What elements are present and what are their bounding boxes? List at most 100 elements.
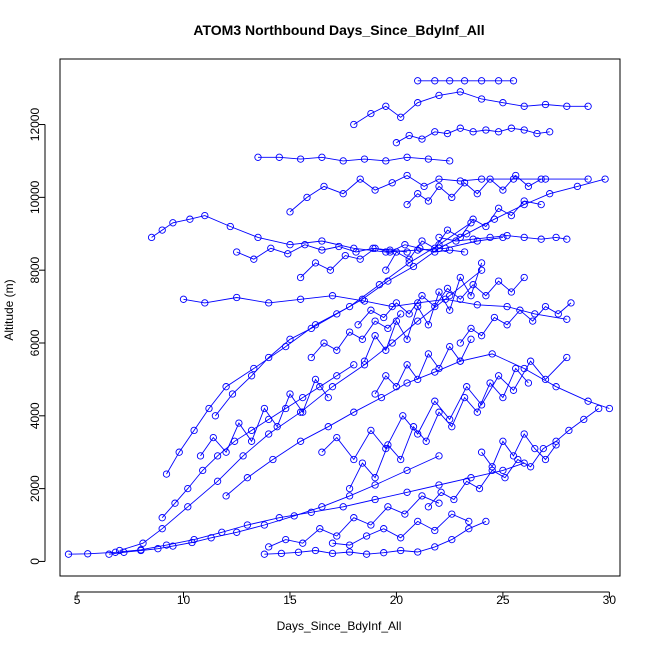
data-point (403, 379, 411, 387)
data-point (267, 244, 275, 252)
data-point (286, 208, 294, 216)
data-point (537, 200, 545, 209)
data-point (371, 481, 379, 489)
x-tick-label: 15 (283, 593, 297, 607)
data-point (409, 262, 418, 271)
data-point (239, 452, 247, 460)
data-point (360, 361, 369, 369)
data-point (169, 542, 177, 550)
data-point (403, 248, 411, 256)
x-axis: 5 10 15 20 25 30 (74, 591, 617, 607)
data-point (350, 361, 358, 369)
data-point (362, 550, 371, 558)
data-point (456, 357, 464, 365)
data-point (162, 470, 171, 478)
data-point (333, 372, 341, 380)
series-line-21 (300, 244, 465, 278)
data-point (282, 535, 290, 544)
data-point (384, 324, 392, 333)
series-line-26 (481, 433, 557, 468)
y-tick-label: 2000 (28, 475, 42, 502)
series-line-10 (108, 455, 440, 555)
data-point (435, 233, 443, 242)
data-point (512, 171, 520, 180)
data-point (345, 484, 354, 493)
data-point (580, 415, 588, 424)
data-point (418, 292, 426, 300)
data-point (294, 548, 303, 556)
data-point (137, 546, 145, 555)
data-point (431, 248, 439, 256)
data-point (311, 546, 320, 555)
data-point (105, 550, 113, 558)
data-point (424, 321, 433, 329)
data-point (431, 128, 439, 136)
data-point (450, 495, 458, 504)
data-point (333, 532, 341, 540)
data-point (233, 248, 241, 256)
data-point (467, 219, 475, 227)
data-point (414, 548, 422, 556)
data-point (435, 288, 443, 296)
data-point (388, 339, 396, 347)
data-point (358, 335, 367, 343)
series-line-0 (68, 462, 525, 555)
data-point (431, 368, 439, 376)
data-point (435, 364, 443, 373)
data-point (565, 426, 573, 435)
data-point (446, 292, 454, 300)
data-point (345, 492, 354, 500)
data-point (318, 237, 326, 245)
data-point (307, 324, 315, 333)
data-point (392, 317, 401, 325)
data-point (435, 481, 443, 489)
data-point (431, 244, 439, 252)
data-point (541, 375, 550, 384)
data-point (392, 383, 401, 391)
data-point (431, 543, 439, 551)
data-point (311, 259, 320, 267)
data-point (333, 433, 341, 442)
data-point (539, 444, 547, 453)
data-point (509, 452, 518, 460)
y-axis-label: Altitude (m) (2, 279, 16, 340)
data-point (552, 437, 560, 445)
data-point (275, 153, 283, 161)
data-point (328, 549, 337, 558)
x-tick-label: 30 (603, 593, 617, 607)
data-point (286, 390, 294, 398)
y-tick-label: 12000 (28, 108, 42, 142)
data-point (446, 342, 454, 351)
data-point (435, 175, 443, 183)
data-point (494, 77, 503, 85)
data-point (563, 235, 571, 243)
data-point (446, 77, 454, 85)
data-point (499, 99, 507, 107)
data-point (467, 335, 475, 343)
data-point (399, 412, 407, 420)
data-point (384, 277, 392, 285)
data-point (446, 246, 454, 254)
data-point (554, 310, 562, 318)
data-point (494, 204, 503, 212)
data-point (475, 484, 484, 493)
data-point (350, 408, 358, 416)
data-point (601, 175, 609, 183)
data-point (503, 321, 511, 329)
data-point (386, 246, 394, 254)
data-point (358, 459, 367, 467)
data-point (546, 128, 554, 136)
series-line-19 (161, 364, 355, 518)
series-line-29 (374, 339, 472, 395)
series-line-30 (310, 313, 402, 358)
data-point (529, 317, 537, 325)
data-point (350, 514, 358, 522)
data-point (520, 126, 528, 134)
data-point (401, 510, 409, 518)
data-point (260, 550, 269, 558)
data-point (403, 488, 411, 496)
data-point (435, 408, 443, 416)
data-point (382, 372, 390, 380)
data-point (350, 120, 358, 129)
series-line-1 (119, 269, 482, 551)
